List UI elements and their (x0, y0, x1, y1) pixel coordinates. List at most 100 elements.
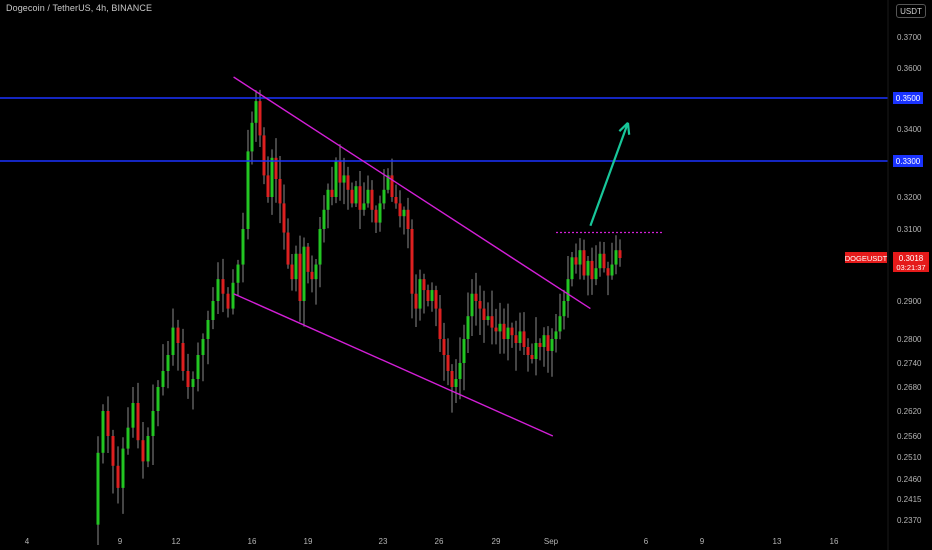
candle (221, 258, 225, 313)
candle (510, 322, 514, 348)
candle (101, 404, 105, 464)
candle (241, 212, 245, 283)
y-tick-label: 0.2370 (897, 516, 922, 525)
time-axis: 4 9 12 16 19 23 26 29 Sep 6 9 13 16 (25, 537, 839, 546)
svg-text:0.3500: 0.3500 (896, 94, 921, 103)
candle (442, 322, 446, 381)
candle (286, 218, 290, 269)
x-tick-label: 16 (248, 537, 257, 546)
candle (106, 396, 110, 453)
candle (506, 303, 510, 361)
y-tick-label: 0.2560 (897, 432, 922, 441)
candle (470, 279, 474, 337)
candle (530, 343, 534, 364)
y-tick-label: 0.2460 (897, 475, 922, 484)
candle (266, 156, 270, 203)
candle (246, 129, 250, 240)
candle (136, 382, 140, 449)
candle (462, 324, 466, 391)
candle (131, 387, 135, 438)
candle (610, 242, 614, 280)
candle (466, 292, 470, 353)
currency-selector[interactable]: USDT (896, 4, 926, 18)
candle (166, 340, 170, 389)
candle (346, 166, 350, 210)
x-tick-label: 23 (379, 537, 388, 546)
candle (186, 353, 190, 399)
y-tick-label: 0.2510 (897, 453, 922, 462)
x-tick-label: 6 (644, 537, 649, 546)
candle (298, 235, 302, 322)
level-price-tag: 0.3300 (893, 155, 923, 167)
candle (486, 302, 490, 326)
candle (206, 310, 210, 365)
candle (156, 380, 160, 427)
candle (270, 149, 274, 215)
candle (514, 320, 518, 371)
candle (362, 182, 366, 216)
drawings-layer (0, 76, 888, 437)
candle (598, 241, 602, 277)
candle (566, 256, 570, 318)
candle (498, 302, 502, 354)
candle (398, 190, 402, 228)
svg-text:DOGEUSDT: DOGEUSDT (845, 254, 888, 263)
svg-text:0.3018: 0.3018 (899, 254, 924, 263)
candle (418, 269, 422, 321)
y-tick-label: 0.3100 (897, 225, 922, 234)
candle (318, 217, 322, 288)
candle (231, 269, 235, 315)
candle (350, 182, 354, 208)
candle (430, 282, 434, 312)
candle (354, 180, 358, 208)
y-tick-label: 0.2900 (897, 297, 922, 306)
candle (302, 237, 306, 327)
candle (546, 326, 550, 373)
candle (306, 242, 310, 284)
x-tick-label: 12 (172, 537, 181, 546)
candle (262, 127, 266, 185)
candle (96, 436, 100, 546)
y-tick-label: 0.3400 (897, 125, 922, 134)
candle (146, 427, 150, 468)
y-tick-label: 0.3200 (897, 193, 922, 202)
candle (542, 327, 546, 367)
candle (586, 256, 590, 296)
y-tick-label: 0.2415 (897, 495, 922, 504)
candle (191, 371, 195, 410)
candle (602, 241, 606, 273)
candle (618, 239, 622, 267)
candle (342, 157, 346, 205)
candle (582, 239, 586, 280)
candle (558, 293, 562, 340)
candle (574, 243, 578, 274)
candle (554, 313, 558, 353)
candle (394, 184, 398, 209)
candle (538, 338, 542, 361)
x-tick-label: 29 (492, 537, 501, 546)
price-axis: 0.3700 0.3600 0.3400 0.3200 0.3100 0.2900 0.28… (887, 0, 922, 550)
candle (181, 328, 185, 381)
candle (176, 319, 180, 371)
x-tick-label: 16 (830, 537, 839, 546)
candle (366, 175, 370, 208)
y-tick-label: 0.2620 (897, 407, 922, 416)
candle (526, 338, 530, 372)
candle (121, 437, 125, 514)
candle (161, 344, 165, 396)
candle (426, 284, 430, 307)
candle (382, 169, 386, 210)
x-tick-label: 13 (773, 537, 782, 546)
candle (322, 195, 326, 243)
candle (216, 262, 220, 314)
candle (402, 206, 406, 235)
candle (126, 407, 130, 455)
candle (196, 342, 200, 392)
y-tick-label: 0.2800 (897, 335, 922, 344)
candle (211, 287, 215, 330)
candle (141, 421, 145, 479)
candle (570, 251, 574, 287)
x-tick-label: 9 (118, 537, 123, 546)
